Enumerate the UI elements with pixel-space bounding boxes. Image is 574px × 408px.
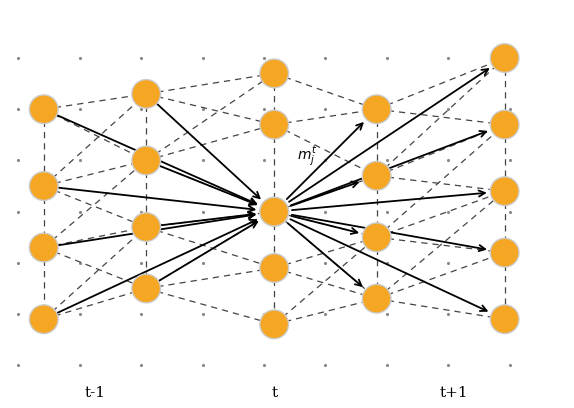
Text: $m_j^t$: $m_j^t$ (297, 145, 317, 168)
Text: t: t (271, 386, 277, 400)
Circle shape (260, 110, 289, 139)
Circle shape (362, 223, 391, 252)
Circle shape (490, 44, 519, 72)
Circle shape (29, 305, 58, 334)
Circle shape (260, 59, 289, 88)
Circle shape (362, 95, 391, 124)
Circle shape (490, 238, 519, 267)
Circle shape (260, 254, 289, 282)
Text: t-1: t-1 (84, 386, 106, 400)
Circle shape (132, 80, 161, 108)
Circle shape (260, 310, 289, 339)
Circle shape (362, 162, 391, 190)
Circle shape (132, 146, 161, 175)
Circle shape (362, 284, 391, 313)
Circle shape (132, 274, 161, 303)
Text: t+1: t+1 (439, 386, 468, 400)
Circle shape (132, 213, 161, 242)
Circle shape (490, 305, 519, 334)
Circle shape (29, 95, 58, 124)
Circle shape (29, 233, 58, 262)
Circle shape (490, 110, 519, 139)
Circle shape (260, 197, 289, 226)
Circle shape (29, 172, 58, 200)
Circle shape (260, 197, 289, 226)
Circle shape (490, 177, 519, 206)
